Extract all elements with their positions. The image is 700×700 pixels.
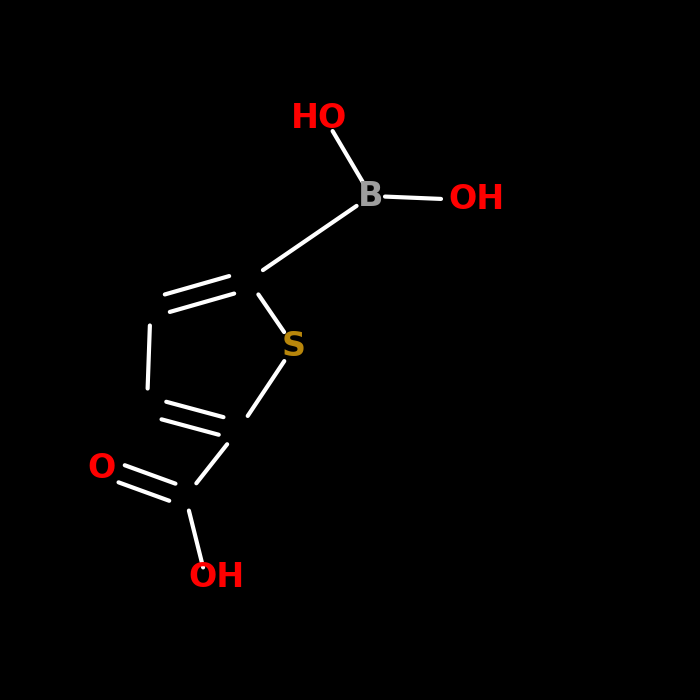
Text: B: B [358,179,384,213]
Text: OH: OH [189,561,245,594]
Text: S: S [282,330,306,363]
Text: O: O [88,452,116,486]
Text: HO: HO [290,102,346,136]
Text: OH: OH [448,183,504,216]
